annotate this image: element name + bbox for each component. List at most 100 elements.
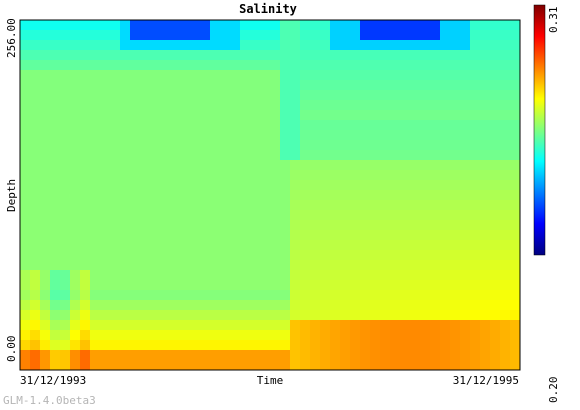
heatmap-cell: [380, 250, 391, 261]
heatmap-cell: [90, 210, 101, 221]
heatmap-cell: [230, 130, 241, 141]
heatmap-cell: [110, 230, 121, 241]
heatmap-cell: [380, 70, 391, 81]
heatmap-cell: [400, 310, 411, 321]
heatmap-cell: [30, 60, 41, 71]
heatmap-cell: [410, 110, 421, 121]
heatmap-cell: [340, 350, 351, 361]
heatmap-cell: [420, 330, 431, 341]
heatmap-cell: [510, 90, 520, 101]
heatmap-cell: [160, 100, 171, 111]
heatmap-cell: [110, 120, 121, 131]
heatmap-cell: [410, 40, 421, 51]
heatmap-cell: [50, 200, 61, 211]
heatmap-cell: [190, 80, 201, 91]
heatmap-cell: [400, 140, 411, 151]
heatmap-cell: [50, 190, 61, 201]
heatmap-cell: [50, 240, 61, 251]
heatmap-cell: [350, 120, 361, 131]
heatmap-cell: [410, 70, 421, 81]
heatmap-cell: [110, 330, 121, 341]
heatmap-cell: [320, 120, 331, 131]
heatmap-cell: [310, 110, 321, 121]
heatmap-cell: [190, 100, 201, 111]
heatmap-cell: [400, 90, 411, 101]
heatmap-cell: [510, 270, 520, 281]
heatmap-cell: [160, 190, 171, 201]
heatmap-cell: [100, 60, 111, 71]
heatmap-cell: [380, 240, 391, 251]
heatmap-cell: [130, 170, 141, 181]
heatmap-cell: [220, 170, 231, 181]
heatmap-cell: [470, 270, 481, 281]
heatmap-cell: [360, 30, 371, 41]
heatmap-cell: [420, 80, 431, 91]
heatmap-cell: [100, 80, 111, 91]
heatmap-cell: [220, 350, 231, 361]
heatmap-cell: [190, 260, 201, 271]
heatmap-cell: [390, 240, 401, 251]
heatmap-cell: [300, 180, 311, 191]
heatmap-cell: [420, 110, 431, 121]
heatmap-cell: [210, 120, 221, 131]
heatmap-cell: [490, 40, 501, 51]
heatmap-cell: [40, 320, 51, 331]
heatmap-cell: [310, 310, 321, 321]
heatmap-cell: [450, 260, 461, 271]
heatmap-cell: [300, 350, 311, 361]
heatmap-cell: [360, 190, 371, 201]
heatmap-cell: [460, 300, 471, 311]
heatmap-cell: [220, 200, 231, 211]
heatmap-cell: [60, 190, 71, 201]
heatmap-cell: [140, 170, 151, 181]
heatmap-cell: [120, 290, 131, 301]
heatmap-cell: [120, 80, 131, 91]
heatmap-cell: [330, 230, 341, 241]
heatmap-cell: [240, 270, 251, 281]
heatmap-cell: [120, 260, 131, 271]
heatmap-cell: [490, 170, 501, 181]
heatmap-cell: [280, 250, 291, 261]
heatmap-cell: [370, 320, 381, 331]
heatmap-cell: [390, 150, 401, 161]
heatmap-cell: [370, 90, 381, 101]
heatmap-cell: [250, 30, 261, 41]
heatmap-cell: [160, 50, 171, 61]
heatmap-cell: [280, 200, 291, 211]
heatmap-cell: [320, 110, 331, 121]
heatmap-cell: [280, 80, 291, 91]
heatmap-cell: [500, 180, 511, 191]
heatmap-cell: [350, 340, 361, 351]
heatmap-cell: [270, 70, 281, 81]
heatmap-cell: [230, 50, 241, 61]
heatmap-cell: [320, 310, 331, 321]
heatmap-cell: [360, 70, 371, 81]
heatmap-cell: [450, 100, 461, 111]
heatmap-cell: [280, 90, 291, 101]
heatmap-cell: [270, 230, 281, 241]
heatmap-cell: [200, 30, 211, 41]
heatmap-cell: [390, 50, 401, 61]
heatmap-cell: [140, 150, 151, 161]
heatmap-cell: [230, 120, 241, 131]
heatmap-cell: [340, 210, 351, 221]
heatmap-cell: [170, 210, 181, 221]
heatmap-cell: [280, 120, 291, 131]
heatmap-cell: [210, 140, 221, 151]
heatmap-cell: [200, 180, 211, 191]
heatmap-cell: [30, 30, 41, 41]
heatmap-cell: [160, 360, 171, 370]
heatmap-cell: [470, 110, 481, 121]
heatmap-cell: [280, 280, 291, 291]
heatmap-cell: [310, 250, 321, 261]
heatmap-cell: [60, 340, 71, 351]
heatmap-cell: [310, 60, 321, 71]
heatmap-cell: [200, 350, 211, 361]
heatmap-cell: [300, 150, 311, 161]
heatmap-cell: [480, 120, 491, 131]
heatmap-cell: [180, 320, 191, 331]
heatmap-cell: [120, 180, 131, 191]
heatmap-cell: [440, 330, 451, 341]
heatmap-cell: [60, 220, 71, 231]
heatmap-cell: [230, 330, 241, 341]
